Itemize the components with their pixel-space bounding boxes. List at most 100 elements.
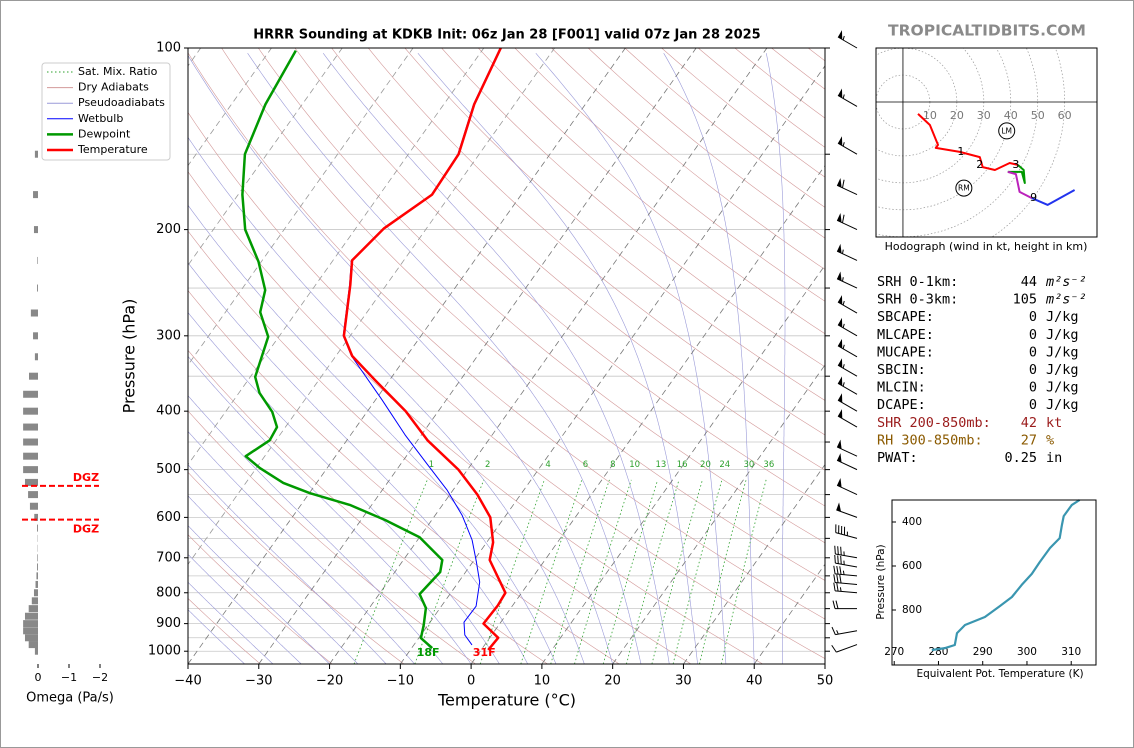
barb-pennant xyxy=(837,88,843,98)
profile-line xyxy=(241,49,444,650)
omega-bar xyxy=(28,491,38,499)
hodograph-ring-label: 30 xyxy=(977,109,991,122)
y-tick-label: 1000 xyxy=(148,644,181,659)
barb-feather xyxy=(831,626,836,635)
stat-unit: in xyxy=(1046,450,1062,466)
barb-staff xyxy=(837,95,858,107)
barb-pennant xyxy=(837,439,842,450)
dry-adiabat xyxy=(624,48,825,208)
isotherm xyxy=(188,48,626,664)
barb-feather xyxy=(837,555,839,564)
hodograph-ring-label: 40 xyxy=(1004,109,1018,122)
isotherm xyxy=(683,463,825,664)
omega-tick-label: −2 xyxy=(92,671,108,684)
wind-barb xyxy=(836,178,858,196)
dry-adiabat xyxy=(331,48,825,471)
dry-adiabat xyxy=(587,48,825,239)
hodograph-ring-label: 10 xyxy=(923,109,937,122)
omega-bar xyxy=(35,580,38,588)
mixing-ratio-line xyxy=(626,479,680,664)
barb-staff xyxy=(837,142,858,155)
x-tick-label: 50 xyxy=(817,674,834,689)
barb-pennant xyxy=(837,376,843,386)
wind-barb xyxy=(836,213,858,231)
y-tick-label: 300 xyxy=(156,328,181,343)
wind-barb xyxy=(837,88,858,107)
barb-half xyxy=(842,570,845,575)
pseudoadiabat xyxy=(535,53,727,664)
stat-label: MLCIN: xyxy=(877,380,926,396)
dry-adiabat xyxy=(188,290,620,664)
barb-staff xyxy=(837,324,858,337)
storm-motion-label: LM xyxy=(1001,126,1012,135)
x-tick-label: 40 xyxy=(746,674,763,689)
mixing-ratio-label: 10 xyxy=(629,460,640,470)
barb-staff xyxy=(837,345,858,358)
x-tick-label: 10 xyxy=(534,674,551,689)
barb-feather xyxy=(837,546,839,555)
stat-unit: m²s⁻² xyxy=(1045,274,1087,290)
omega-axis-label: Omega (Pa/s) xyxy=(26,691,114,706)
omega-bar xyxy=(36,572,38,580)
omega-bar xyxy=(29,502,38,510)
barb-staff xyxy=(835,573,858,577)
x-tick-label: 0 xyxy=(467,674,475,689)
thetae-x-tick-label: 310 xyxy=(1061,646,1081,658)
omega-bar xyxy=(37,563,38,571)
omega-bar xyxy=(30,309,38,317)
omega-bar xyxy=(24,634,38,642)
barb-pennant xyxy=(837,136,843,146)
hodograph-caption: Hodograph (wind in kt, height in km) xyxy=(885,240,1088,253)
barb-staff xyxy=(836,219,858,231)
hodograph-ring-label: 50 xyxy=(1031,109,1045,122)
stat-value: 0 xyxy=(1029,327,1037,343)
isotherm xyxy=(188,48,555,566)
barb-half xyxy=(842,277,844,282)
y-tick-label: 700 xyxy=(156,550,181,565)
barb-half xyxy=(842,142,845,147)
barb-feather xyxy=(833,574,836,583)
omega-bar xyxy=(33,226,38,234)
plot-frame xyxy=(187,47,826,665)
y-tick-label: 400 xyxy=(156,404,181,419)
height-label: 2 xyxy=(976,158,983,171)
storm-motion-marker xyxy=(998,122,1016,140)
barb-feather xyxy=(836,582,839,592)
pseudoadiabat xyxy=(188,495,359,664)
x-tick-label: −10 xyxy=(387,674,414,689)
barb-pennant xyxy=(837,243,842,254)
wind-barb xyxy=(834,545,858,559)
y-tick-label: 900 xyxy=(156,616,181,631)
stat-value: 0 xyxy=(1029,362,1037,378)
height-label: 3 xyxy=(1012,158,1019,171)
hodograph-frame xyxy=(875,47,1098,238)
thetae-y-label: Pressure (hPa) xyxy=(875,544,887,619)
omega-bar xyxy=(23,452,38,460)
barb-half xyxy=(842,300,845,306)
stat-label: SRH 0-3km: xyxy=(877,292,958,308)
x-tick-label: 30 xyxy=(675,674,692,689)
dry-adiabat xyxy=(514,48,825,302)
thetae-x-label: Equivalent Pot. Temperature (K) xyxy=(916,668,1083,680)
barb-feather xyxy=(834,545,836,554)
x-tick-label: −30 xyxy=(245,674,272,689)
barb-half xyxy=(842,249,844,254)
stat-unit: J/kg xyxy=(1046,380,1079,396)
omega-bar xyxy=(28,641,38,649)
legend-label: Sat. Mix. Ratio xyxy=(78,65,158,78)
mixing-ratio-label: 30 xyxy=(743,460,754,470)
stat-value: 0.25 xyxy=(1004,450,1037,466)
omega-bar xyxy=(34,513,38,521)
thetae-frame xyxy=(891,499,1097,666)
hodograph-trace xyxy=(917,113,1019,171)
surface-label: 31F xyxy=(473,646,496,659)
wind-barb xyxy=(834,554,858,568)
dry-adiabat xyxy=(188,410,476,664)
stat-value: 0 xyxy=(1029,309,1037,325)
barb-staff xyxy=(836,184,858,196)
barb-feather xyxy=(832,600,836,609)
wind-barb xyxy=(837,338,858,358)
dry-adiabat xyxy=(551,48,825,270)
barb-feather xyxy=(840,555,842,565)
